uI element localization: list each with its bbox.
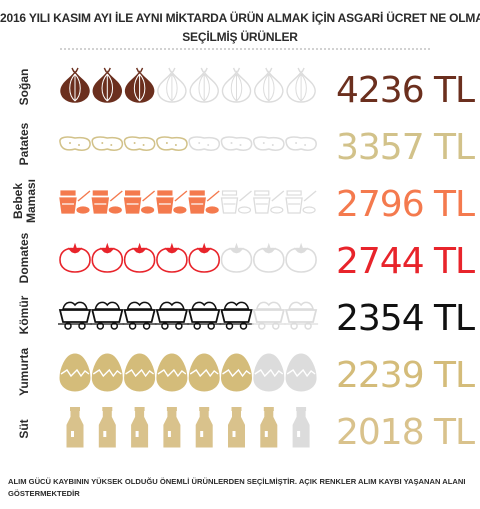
row-label-2: BebekMaması	[11, 179, 38, 223]
tomato-icon	[156, 242, 188, 273]
coal-cart-icon	[251, 301, 286, 330]
tomato-icon	[123, 242, 156, 273]
onion-icon	[221, 67, 252, 103]
baby-food-icon	[220, 190, 252, 214]
row-label-4: Kömür	[17, 295, 31, 334]
baby-food-icon	[91, 190, 123, 214]
row-label-1: Patates	[17, 122, 31, 165]
row-value-5: 2239 TL	[336, 355, 475, 396]
onion-icon	[286, 67, 316, 103]
row-value-4: 2354 TL	[336, 298, 475, 339]
egg-icon	[220, 353, 253, 392]
footnote: ALIM GÜCÜ KAYBININ YÜKSEK OLDUĞU ÖNEMLİ …	[8, 477, 466, 498]
row-value-6: 2018 TL	[336, 412, 475, 453]
row-label-0: Soğan	[17, 69, 31, 106]
baby-food-icon	[188, 190, 220, 214]
milk-bottle-icon	[195, 407, 213, 448]
baby-food-icon	[285, 190, 317, 214]
tomato-icon	[91, 242, 124, 273]
milk-bottle-icon	[131, 407, 149, 448]
pictograph-chart: Soğan 4236 TL Patates 3357 TL BebekMaması 279…	[11, 67, 476, 453]
row-value-0: 4236 TL	[336, 70, 475, 111]
egg-icon	[285, 353, 317, 392]
coal-cart-icon	[154, 301, 189, 330]
potato-icon	[188, 136, 220, 151]
onion-icon	[254, 67, 284, 103]
tomato-icon	[59, 242, 91, 273]
tomato-icon	[252, 242, 285, 273]
potato-icon	[220, 136, 253, 151]
coal-cart-icon	[90, 301, 125, 330]
onion-icon	[157, 67, 187, 103]
milk-bottle-icon	[228, 407, 245, 448]
tomato-icon	[220, 242, 253, 273]
row-value-1: 3357 TL	[336, 127, 475, 168]
row-value-3: 2744 TL	[336, 241, 475, 282]
egg-icon	[59, 353, 91, 392]
egg-icon	[188, 353, 220, 392]
baby-food-icon	[59, 190, 91, 214]
tomato-icon	[285, 242, 317, 273]
coal-cart-icon	[219, 301, 254, 330]
potato-icon	[285, 136, 317, 151]
milk-bottle-icon	[98, 407, 116, 448]
title-divider	[60, 48, 430, 50]
coal-cart-icon	[122, 301, 157, 330]
row-label-5: Yumurta	[17, 348, 31, 396]
onion-icon	[60, 67, 90, 103]
baby-food-icon	[123, 190, 156, 214]
egg-icon	[253, 353, 285, 392]
coal-cart-icon	[187, 301, 222, 330]
egg-icon	[124, 353, 156, 392]
onion-icon	[92, 67, 123, 103]
potato-icon	[156, 136, 188, 151]
potato-icon	[253, 136, 285, 151]
row-value-2: 2796 TL	[336, 184, 475, 225]
milk-bottle-icon	[292, 407, 310, 448]
milk-bottle-icon	[66, 407, 84, 448]
potato-icon	[123, 136, 156, 151]
row-label-3: Domates	[17, 232, 31, 283]
chart-title: 2016 YILI KASIM AYI İLE AYNI MİKTARDA ÜR…	[0, 11, 480, 25]
milk-bottle-icon	[260, 407, 278, 448]
tomato-icon	[188, 242, 220, 273]
baby-food-icon	[253, 190, 285, 214]
row-label-6: Süt	[17, 419, 31, 438]
egg-icon	[91, 353, 123, 392]
milk-bottle-icon	[163, 407, 181, 448]
coal-cart-icon	[58, 301, 92, 330]
onion-icon	[124, 67, 155, 103]
potato-icon	[59, 136, 91, 151]
baby-food-icon	[156, 190, 188, 214]
onion-icon	[189, 67, 219, 103]
chart-subtitle: SEÇİLMİŞ ÜRÜNLER	[182, 30, 298, 44]
potato-icon	[91, 136, 124, 151]
egg-icon	[156, 353, 188, 392]
coal-cart-icon	[284, 301, 319, 330]
